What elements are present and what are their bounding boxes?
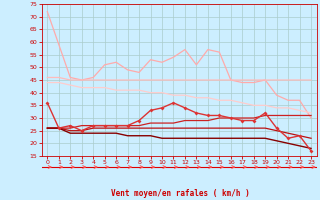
Text: Vent moyen/en rafales ( km/h ): Vent moyen/en rafales ( km/h ) (111, 189, 250, 198)
